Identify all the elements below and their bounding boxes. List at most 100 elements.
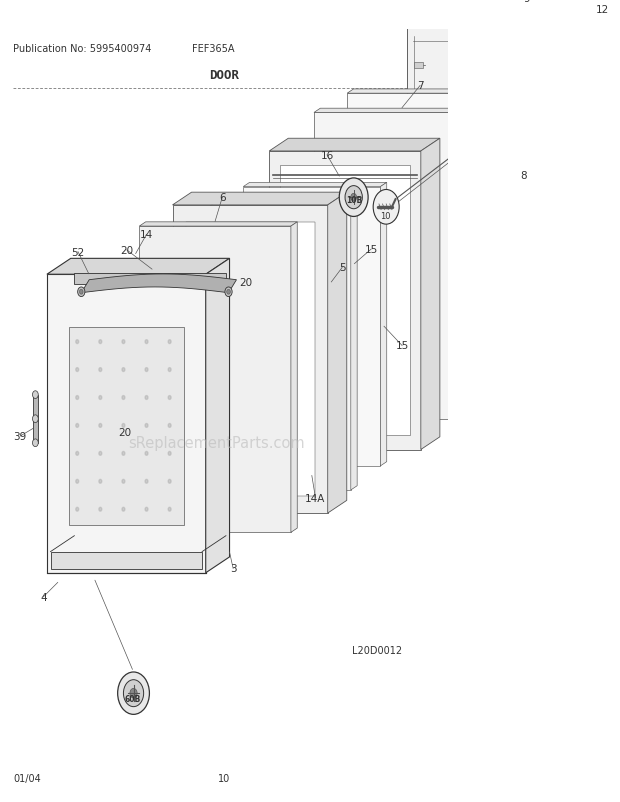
Circle shape	[99, 340, 102, 344]
Circle shape	[168, 424, 171, 427]
Polygon shape	[172, 205, 328, 513]
Polygon shape	[347, 90, 512, 94]
Circle shape	[145, 480, 148, 484]
Text: 14: 14	[140, 230, 153, 240]
Circle shape	[122, 424, 125, 427]
Circle shape	[76, 452, 79, 456]
Circle shape	[99, 480, 102, 484]
Text: 15: 15	[365, 245, 378, 255]
Circle shape	[225, 288, 232, 298]
Circle shape	[168, 396, 171, 400]
Circle shape	[145, 452, 148, 456]
Text: 8: 8	[521, 171, 528, 180]
Text: 3: 3	[230, 564, 236, 573]
Circle shape	[123, 680, 144, 707]
Polygon shape	[243, 188, 381, 466]
Polygon shape	[185, 223, 315, 496]
Circle shape	[145, 424, 148, 427]
Text: FEF365A: FEF365A	[192, 44, 234, 54]
Circle shape	[122, 452, 125, 456]
Circle shape	[122, 396, 125, 400]
Text: Publication No: 5995400974: Publication No: 5995400974	[13, 44, 151, 54]
Circle shape	[76, 368, 79, 372]
Circle shape	[99, 508, 102, 512]
Polygon shape	[328, 193, 347, 513]
Circle shape	[76, 508, 79, 512]
Text: 20: 20	[239, 278, 253, 288]
Text: 7: 7	[417, 81, 423, 91]
Circle shape	[99, 452, 102, 456]
Polygon shape	[206, 259, 229, 573]
Polygon shape	[172, 193, 347, 205]
Polygon shape	[81, 274, 236, 294]
Circle shape	[32, 439, 38, 447]
Text: 15: 15	[396, 341, 409, 351]
Circle shape	[99, 396, 102, 400]
Circle shape	[76, 340, 79, 344]
Polygon shape	[414, 290, 423, 295]
Polygon shape	[407, 2, 620, 28]
Circle shape	[76, 480, 79, 484]
Polygon shape	[414, 102, 423, 107]
Text: 6: 6	[219, 193, 226, 203]
Polygon shape	[47, 275, 206, 573]
Text: 10B: 10B	[346, 196, 362, 205]
Polygon shape	[47, 259, 229, 275]
Circle shape	[99, 424, 102, 427]
Circle shape	[168, 452, 171, 456]
Circle shape	[339, 179, 368, 217]
Circle shape	[122, 368, 125, 372]
Polygon shape	[314, 113, 476, 419]
Circle shape	[78, 288, 85, 298]
Circle shape	[32, 415, 38, 423]
Circle shape	[130, 688, 137, 698]
Text: 9: 9	[523, 0, 529, 4]
Circle shape	[145, 368, 148, 372]
Text: sReplacementParts.com: sReplacementParts.com	[128, 435, 305, 451]
Text: 14A: 14A	[305, 493, 326, 503]
Polygon shape	[33, 395, 38, 444]
Text: L20D0012: L20D0012	[352, 645, 402, 655]
Polygon shape	[269, 152, 421, 450]
Polygon shape	[69, 328, 184, 525]
Polygon shape	[243, 183, 387, 188]
Circle shape	[122, 508, 125, 512]
Circle shape	[168, 508, 171, 512]
Circle shape	[79, 290, 83, 295]
Text: DOOR: DOOR	[209, 69, 239, 83]
Circle shape	[76, 396, 79, 400]
Text: 16: 16	[321, 151, 334, 160]
Polygon shape	[280, 166, 410, 435]
Text: 60B: 60B	[125, 694, 141, 703]
Text: 01/04: 01/04	[13, 773, 41, 783]
Circle shape	[32, 391, 38, 399]
Circle shape	[76, 424, 79, 427]
Text: 5: 5	[339, 263, 345, 273]
Circle shape	[122, 480, 125, 484]
Circle shape	[227, 290, 231, 295]
Polygon shape	[314, 109, 483, 113]
Polygon shape	[50, 552, 202, 569]
Circle shape	[145, 396, 148, 400]
Polygon shape	[414, 150, 423, 156]
Polygon shape	[210, 202, 357, 207]
Text: 20: 20	[118, 427, 131, 437]
Circle shape	[99, 368, 102, 372]
Text: 39: 39	[14, 431, 27, 441]
Polygon shape	[291, 223, 297, 533]
Circle shape	[145, 508, 148, 512]
Text: 12: 12	[595, 6, 609, 15]
Text: 20: 20	[120, 245, 133, 256]
Circle shape	[373, 190, 399, 225]
Circle shape	[168, 368, 171, 372]
Circle shape	[118, 672, 149, 715]
Polygon shape	[140, 223, 297, 227]
Text: 10: 10	[381, 212, 391, 221]
Circle shape	[351, 194, 356, 202]
Polygon shape	[414, 198, 423, 204]
Text: 4: 4	[40, 592, 46, 602]
Polygon shape	[351, 202, 357, 490]
Polygon shape	[414, 246, 423, 252]
Polygon shape	[347, 94, 506, 397]
Polygon shape	[421, 139, 440, 450]
